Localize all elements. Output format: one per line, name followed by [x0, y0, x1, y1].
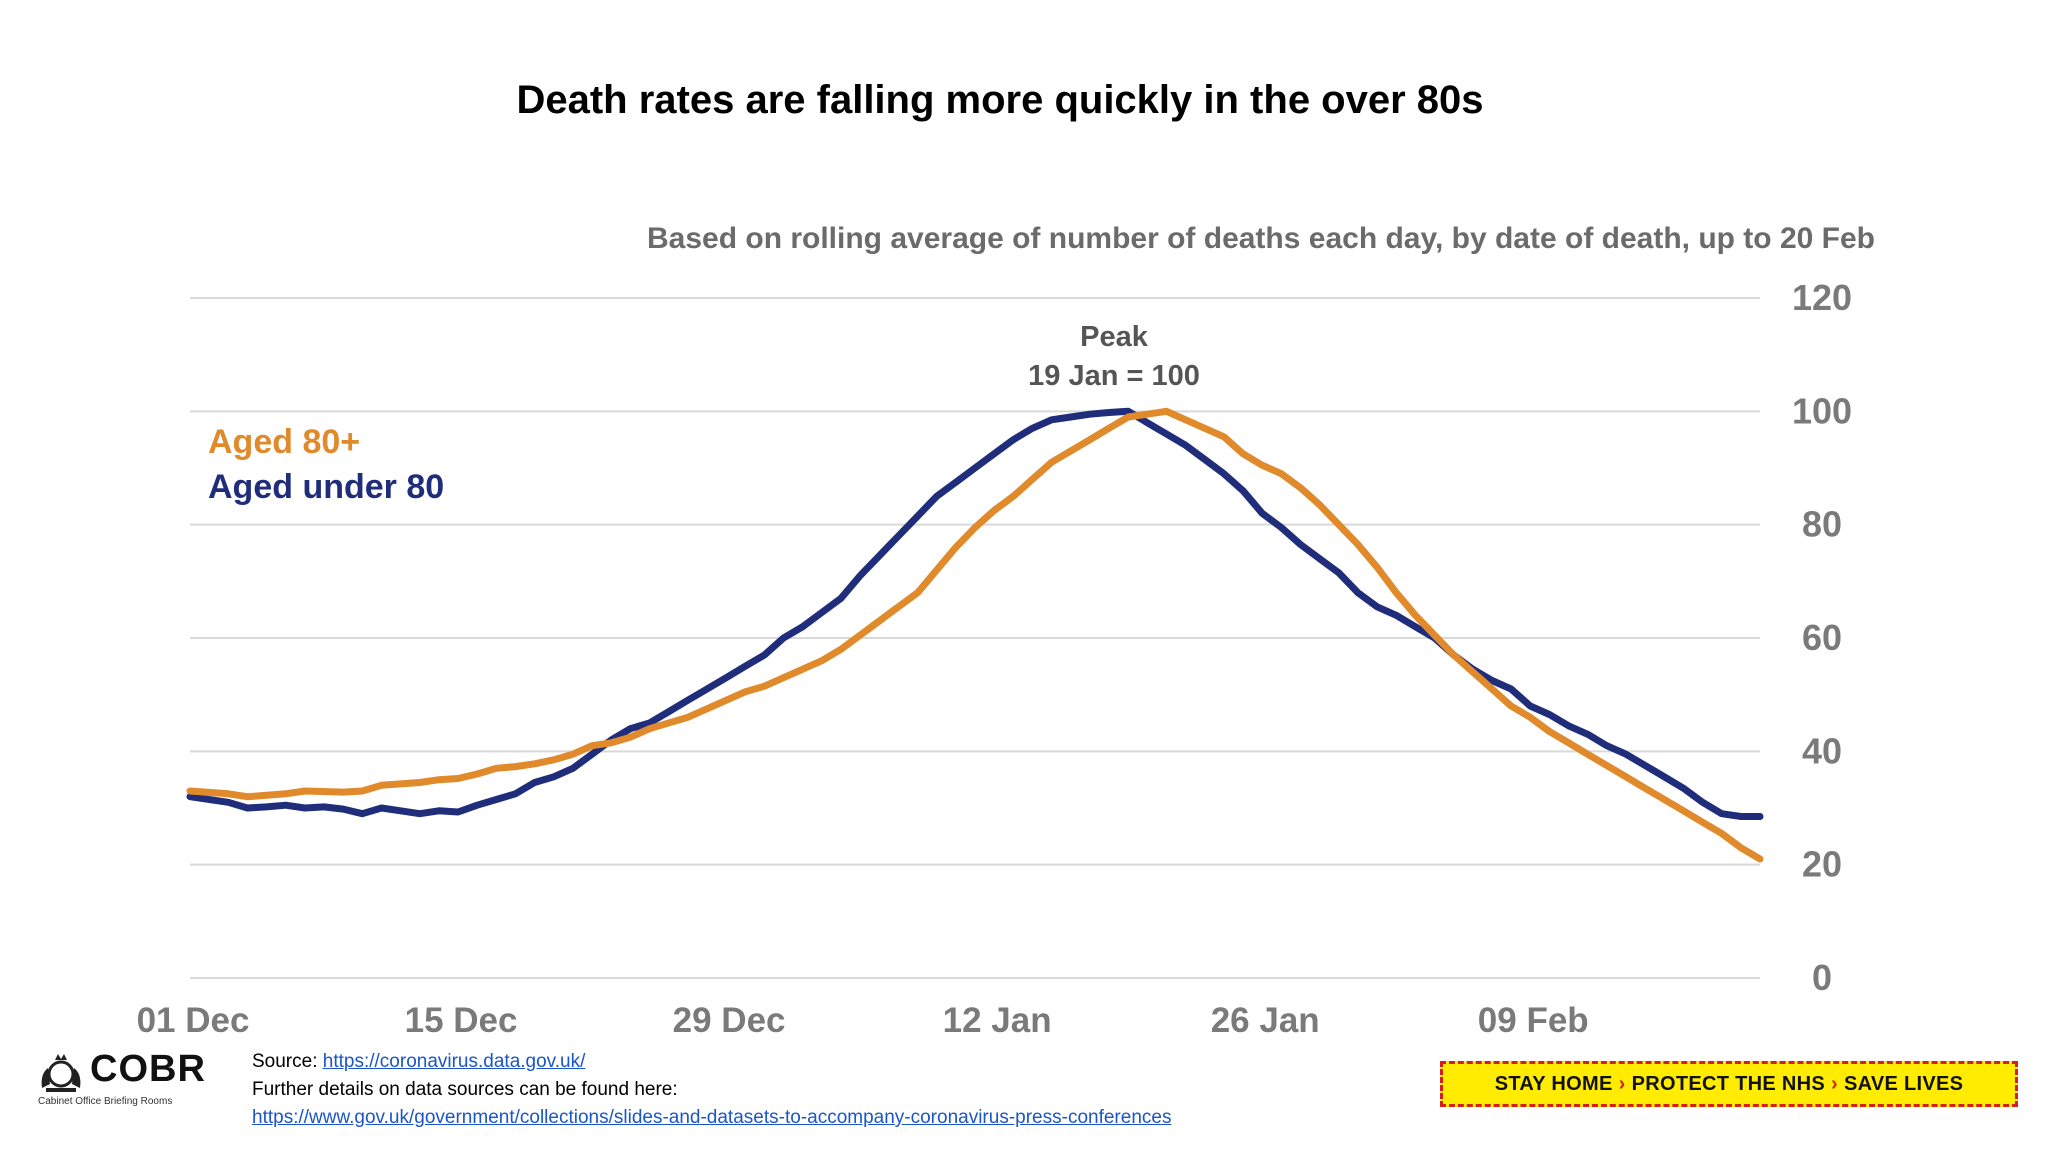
banner-protect-nhs: PROTECT THE NHS [1631, 1072, 1825, 1095]
y-tick-label: 0 [1812, 957, 1832, 998]
footer: COBR Cabinet Office Briefing Rooms Sourc… [0, 1040, 2048, 1152]
series-line-aged-under-80 [186, 407, 1764, 820]
banner-stay-home: STAY HOME [1494, 1072, 1613, 1095]
banner-separator: › [1831, 1072, 1838, 1095]
y-tick-label: 20 [1802, 844, 1842, 885]
y-tick-label: 80 [1802, 504, 1842, 545]
details-link[interactable]: https://www.gov.uk/government/collection… [252, 1107, 1172, 1128]
x-tick-label: 15 Dec [405, 1001, 518, 1040]
cobr-logo: COBR Cabinet Office Briefing Rooms [36, 1048, 216, 1108]
banner-separator: › [1618, 1072, 1626, 1095]
y-tick-label: 60 [1802, 617, 1842, 658]
grid-lines [190, 297, 1760, 979]
y-tick-label: 40 [1802, 730, 1842, 771]
y-tick-label: 120 [1792, 277, 1852, 318]
y-tick-label: 100 [1792, 390, 1852, 431]
y-axis-ticks: 0 20 40 60 80 100 120 [1792, 277, 1852, 998]
x-tick-label: 12 Jan [943, 1001, 1052, 1040]
line-chart: 0 20 40 60 80 100 120 01 Dec 15 Dec 29 Dec 12 Jan… [137, 222, 1875, 1040]
chart-subtitle: Based on rolling average of number of de… [647, 222, 1875, 255]
logo-text: COBR [90, 1048, 206, 1090]
x-tick-label: 01 Dec [137, 1001, 250, 1040]
source-line: Source: https://coronavirus.data.gov.uk/ [252, 1048, 1171, 1076]
series-lines [186, 407, 1764, 863]
logo-subtext: Cabinet Office Briefing Rooms [38, 1096, 173, 1107]
x-tick-label: 26 Jan [1211, 1001, 1320, 1040]
x-tick-label: 09 Feb [1478, 1001, 1589, 1040]
royal-crest-icon [41, 1054, 81, 1092]
x-axis-ticks: 01 Dec 15 Dec 29 Dec 12 Jan 26 Jan 09 Feb [137, 1001, 1589, 1040]
source-label: Source: [252, 1051, 323, 1072]
chart-title: Death rates are falling more quickly in … [516, 78, 1484, 122]
x-tick-label: 29 Dec [673, 1001, 786, 1040]
series-line-aged-80-plus [186, 407, 1764, 863]
legend-aged-80-plus: Aged 80+ [208, 423, 360, 461]
legend-aged-under-80: Aged under 80 [208, 468, 444, 506]
source-block: Source: https://coronavirus.data.gov.uk/… [252, 1048, 1171, 1132]
peak-annotation-line2: 19 Jan = 100 [1028, 360, 1200, 392]
details-text: Further details on data sources can be f… [252, 1079, 678, 1100]
stay-home-banner: STAY HOME › PROTECT THE NHS › SAVE LIVES [1440, 1061, 2018, 1107]
source-link[interactable]: https://coronavirus.data.gov.uk/ [322, 1051, 586, 1072]
banner-save-lives: SAVE LIVES [1843, 1072, 1964, 1095]
peak-annotation-line1: Peak [1080, 321, 1149, 353]
